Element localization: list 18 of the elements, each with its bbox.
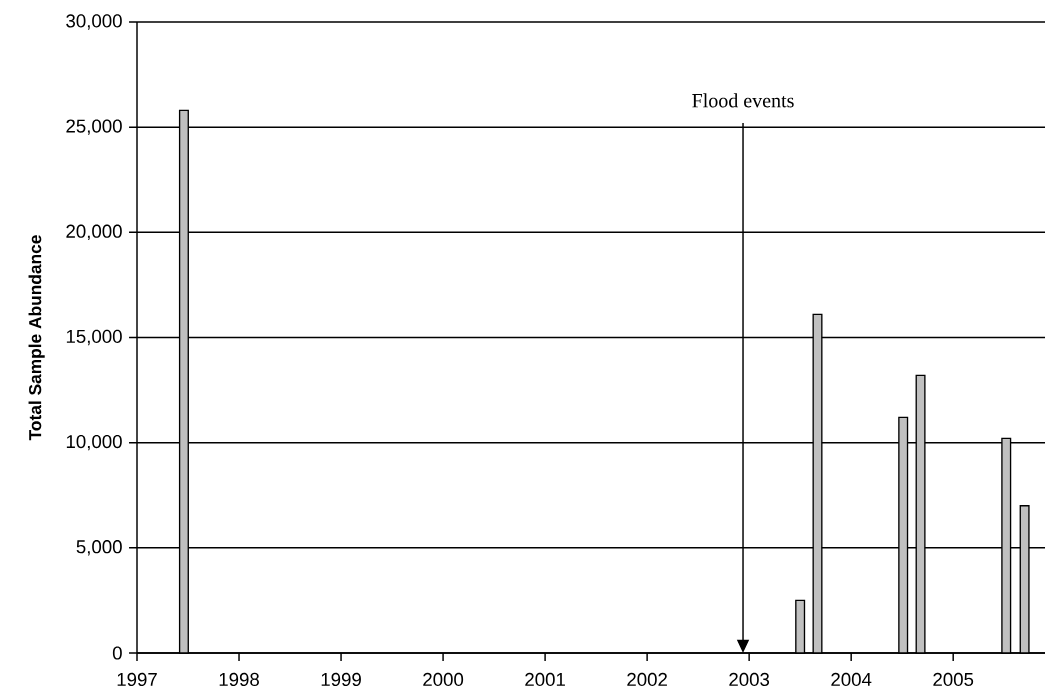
y-tick-label: 0 bbox=[112, 646, 122, 660]
x-tick-label: 2003 bbox=[729, 672, 770, 687]
x-tick-label: 2004 bbox=[831, 672, 872, 687]
x-tick-label: 2002 bbox=[627, 672, 667, 687]
x-tick-label: 2000 bbox=[423, 672, 464, 687]
y-axis-title: Total Sample Abundance bbox=[28, 235, 45, 441]
y-tick-label: 15,000 bbox=[66, 329, 122, 346]
x-tick-label: 1997 bbox=[117, 672, 157, 687]
x-tick-label: 1999 bbox=[321, 672, 361, 687]
y-tick-label: 25,000 bbox=[66, 119, 122, 135]
x-tick-label: 2005 bbox=[933, 672, 974, 687]
x-tick-label: 1998 bbox=[219, 672, 259, 687]
x-tick-label: 2001 bbox=[525, 672, 565, 687]
y-tick-label: 30,000 bbox=[66, 14, 122, 30]
y-tick-label: 10,000 bbox=[66, 434, 122, 451]
y-tick-label: 20,000 bbox=[66, 224, 122, 241]
ref-line-label: Flood events bbox=[692, 93, 794, 108]
y-tick-label: 5,000 bbox=[76, 540, 122, 556]
